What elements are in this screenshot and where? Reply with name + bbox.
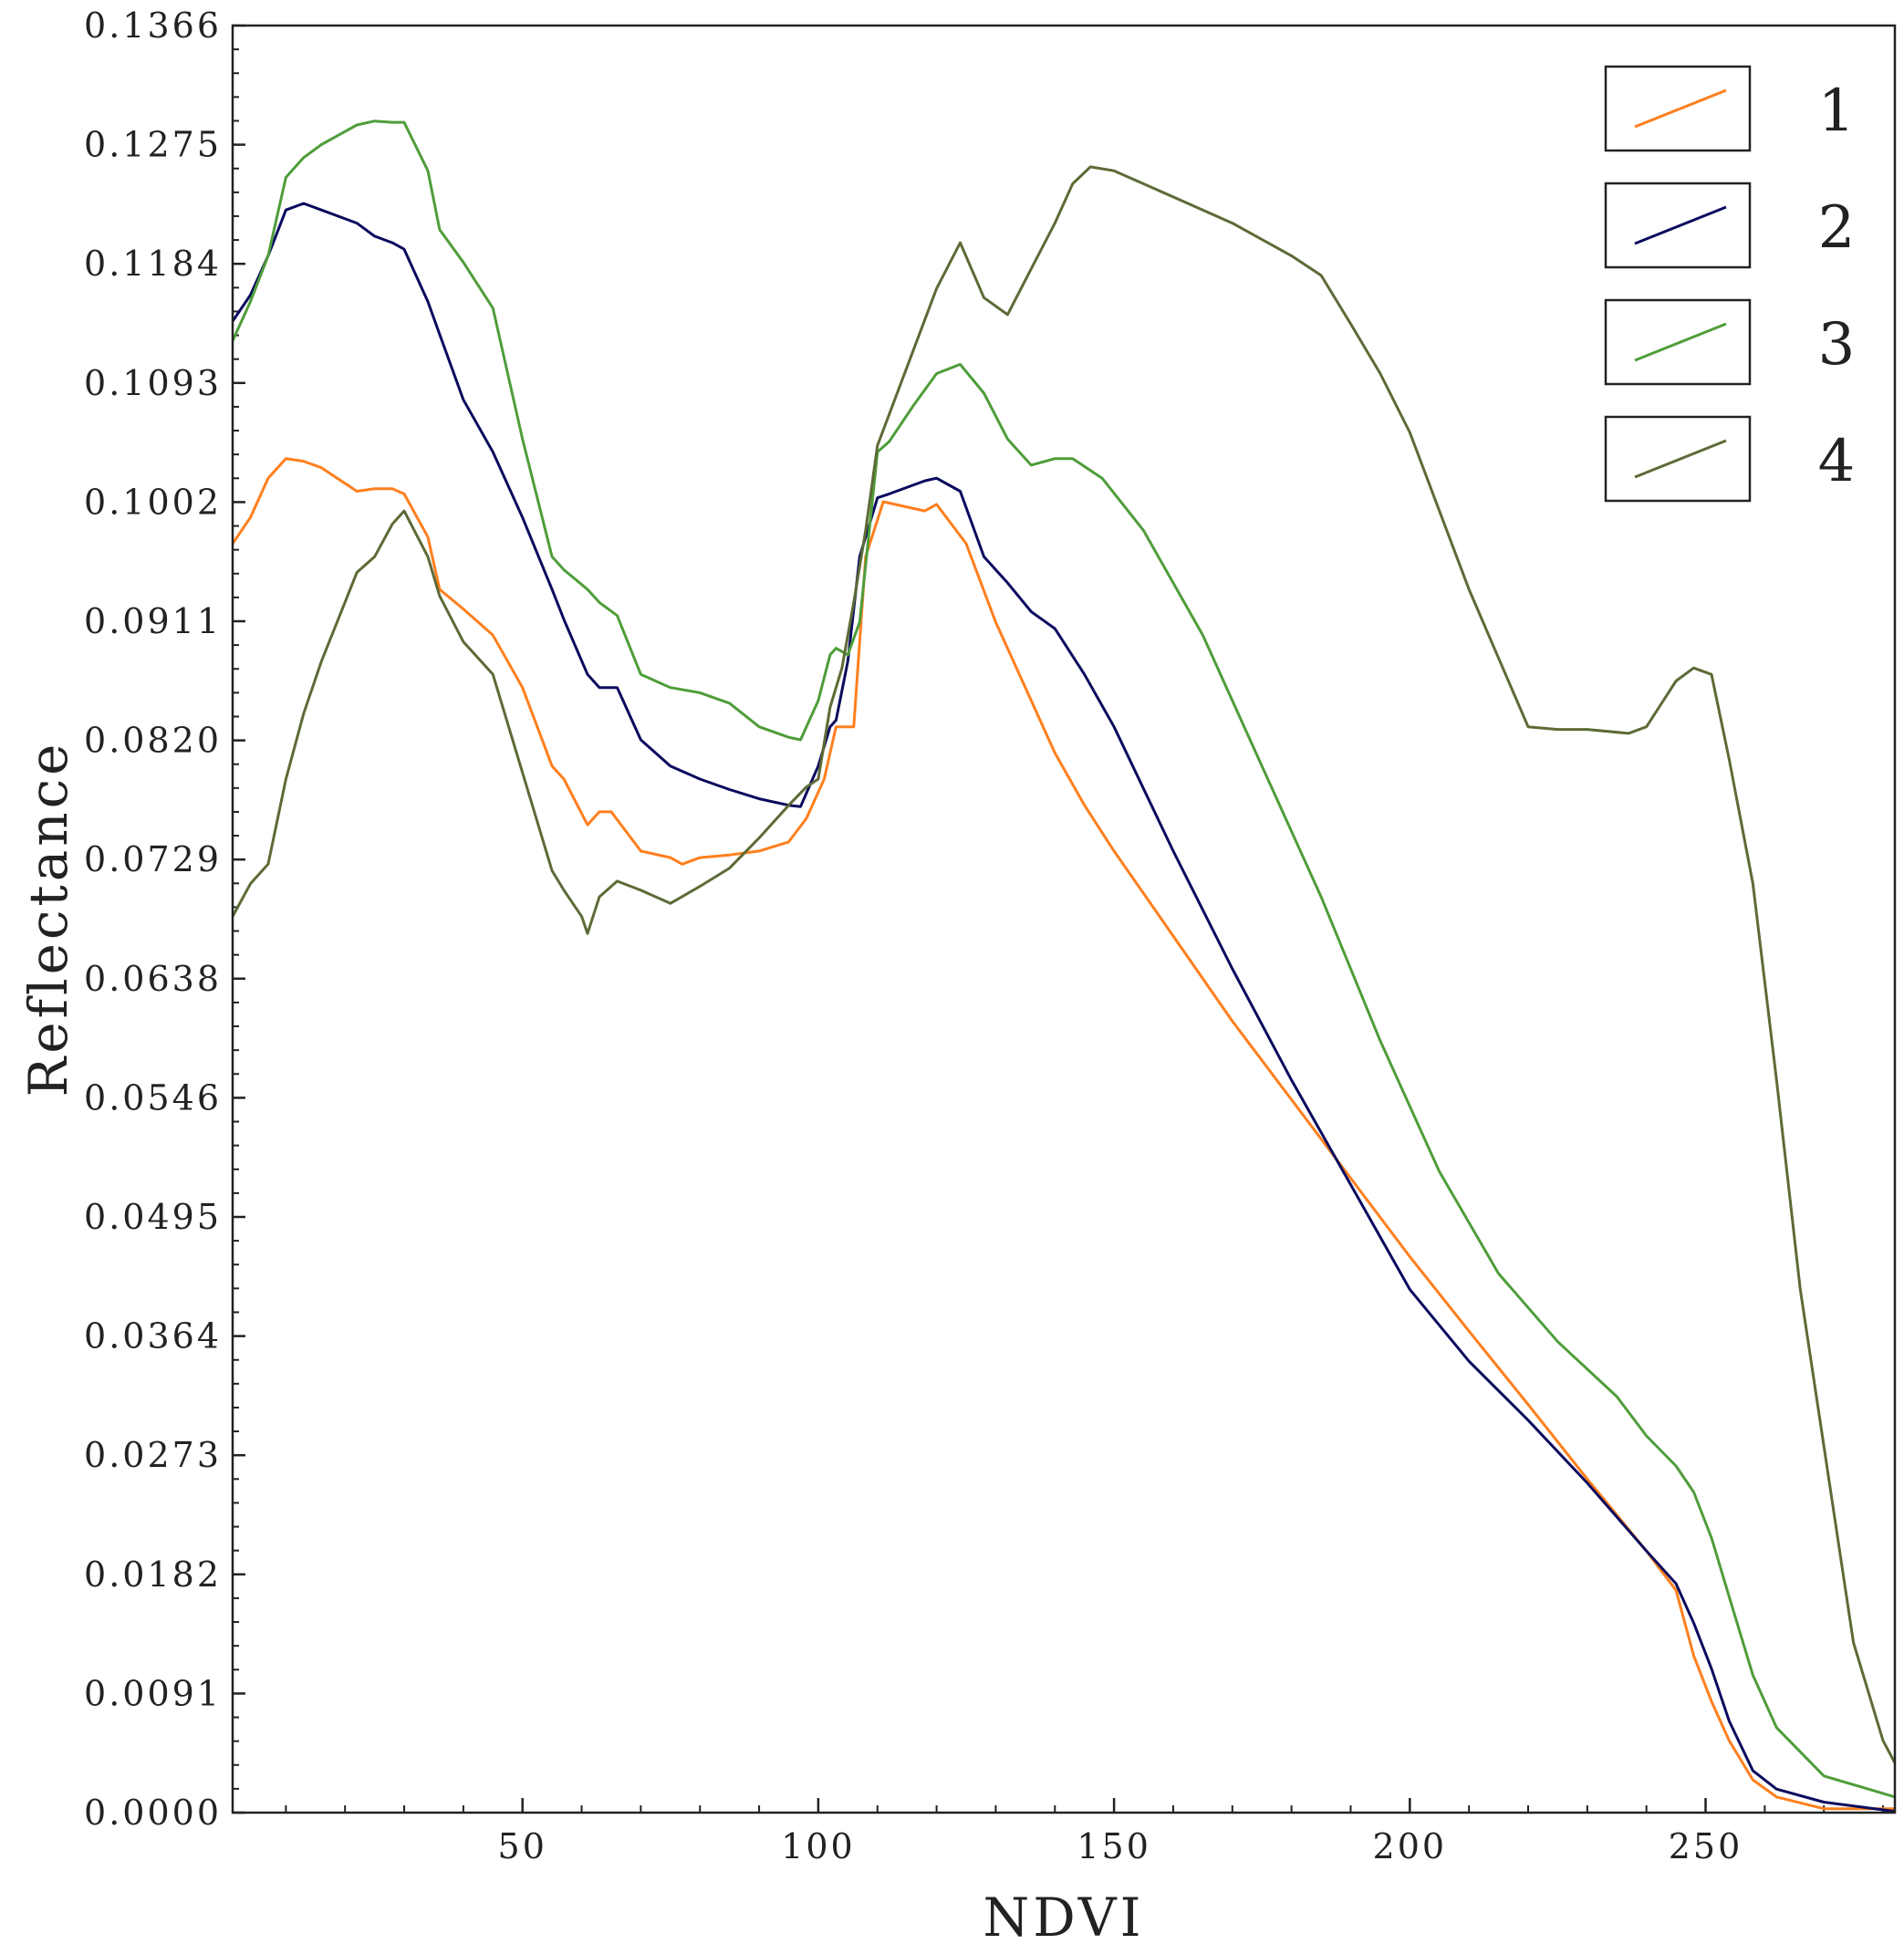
plot-frame bbox=[231, 24, 1897, 1814]
series-line-4 bbox=[231, 165, 1897, 1764]
y-axis-title: Reflectance bbox=[17, 741, 79, 1097]
legend-label-3: 3 bbox=[1818, 311, 1856, 379]
legend-swatch-4 bbox=[1634, 439, 1727, 479]
y-tick-label: 0.0729 bbox=[84, 839, 222, 879]
y-tick-label: 0.1093 bbox=[84, 363, 222, 403]
y-tick-label: 0.0000 bbox=[84, 1793, 222, 1833]
y-tick-label: 0.0495 bbox=[84, 1197, 222, 1237]
y-tick-label: 0.0911 bbox=[84, 601, 222, 641]
legend: 1 2 3 4 bbox=[1604, 65, 1856, 503]
legend-swatch-2 bbox=[1634, 205, 1727, 245]
x-tick-label: 100 bbox=[781, 1826, 856, 1866]
series-line-3 bbox=[231, 120, 1896, 1799]
legend-box-3 bbox=[1604, 298, 1752, 386]
y-tick-label: 0.0364 bbox=[84, 1316, 222, 1357]
y-tick-label: 0.1184 bbox=[84, 244, 222, 284]
y-axis: 0.0000 0.0091 0.0182 0.0273 0.0364 0.0495 0.05… bbox=[84, 5, 245, 1833]
y-tick-label: 0.1366 bbox=[84, 5, 222, 46]
x-axis: 50 100 150 200 250 bbox=[285, 1798, 1885, 1866]
legend-swatch-1 bbox=[1634, 88, 1727, 129]
x-tick-label: 250 bbox=[1669, 1826, 1743, 1866]
legend-label-2: 2 bbox=[1818, 194, 1856, 262]
x-tick-label: 50 bbox=[498, 1826, 547, 1866]
legend-label-1: 1 bbox=[1818, 78, 1856, 145]
legend-label-4: 4 bbox=[1818, 428, 1856, 495]
legend-box-2 bbox=[1604, 182, 1752, 269]
x-tick-label: 200 bbox=[1373, 1826, 1448, 1866]
y-tick-label: 0.0091 bbox=[84, 1673, 222, 1713]
y-tick-label: 0.0273 bbox=[84, 1435, 222, 1475]
series-line-1 bbox=[231, 457, 1895, 1811]
legend-box-1 bbox=[1604, 65, 1752, 152]
y-tick-label: 0.1002 bbox=[84, 482, 222, 522]
legend-box-4 bbox=[1604, 415, 1752, 503]
y-tick-label: 0.1275 bbox=[84, 125, 222, 165]
y-tick-label: 0.0546 bbox=[84, 1077, 222, 1118]
legend-swatch-3 bbox=[1634, 322, 1727, 362]
x-tick-label: 150 bbox=[1077, 1826, 1151, 1866]
y-tick-label: 0.0182 bbox=[84, 1554, 222, 1595]
series-line-2 bbox=[231, 202, 1896, 1814]
plot-lines bbox=[231, 120, 1897, 1814]
y-tick-label: 0.0638 bbox=[84, 959, 222, 999]
y-tick-label: 0.0820 bbox=[84, 721, 222, 761]
x-axis-title: NDVI bbox=[983, 1887, 1144, 1944]
